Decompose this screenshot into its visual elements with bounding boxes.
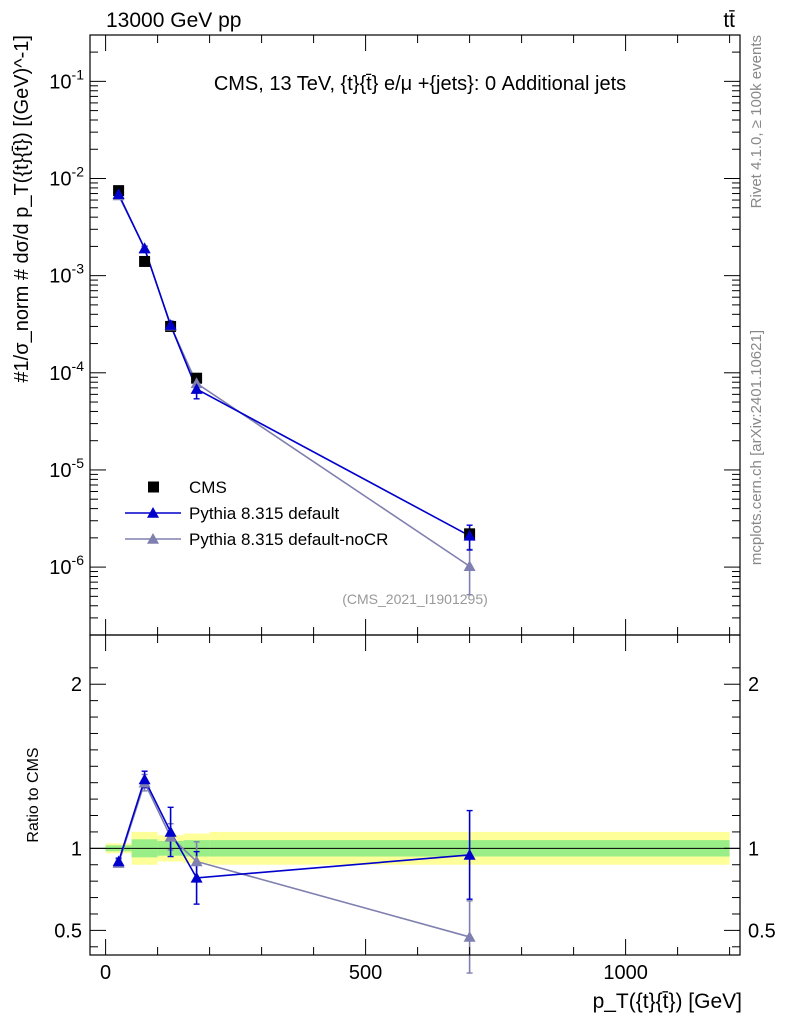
main-series-line: [117, 193, 470, 537]
legend-label: CMS: [189, 478, 227, 497]
main-series-marker: [112, 188, 125, 199]
ratio-series-marker: [463, 848, 476, 860]
main-series-markers: [112, 185, 476, 572]
ratio-series-markers: [112, 773, 476, 942]
beam-label: 13000 GeV pp: [106, 9, 241, 32]
main-y-axis-label: #1/σ_norm # dσ/d p_T({t}{t̄}) [(GeV)^-1]: [11, 35, 33, 383]
ratio-series-marker: [164, 825, 177, 837]
x-tick-label: 500: [349, 962, 382, 984]
ratio-series-lines: [115, 770, 473, 974]
main-y-tick-label: 10-5: [49, 455, 84, 482]
legend: CMS Pythia 8.315 default Pythia 8.315 defa…: [125, 478, 388, 549]
main-y-ticks: 10-6 10-5 10-4 10-3 10-2 10-1: [49, 51, 740, 619]
ratio-y-tick-label: 1: [71, 838, 82, 860]
ratio-y-tick-label-right: 2: [748, 674, 759, 696]
ratio-series-marker: [112, 855, 125, 867]
main-title: CMS, 13 TeV, {t}{t̄} e/μ +{jets}: 0 Addi…: [214, 73, 626, 95]
process-label: tt̄: [723, 9, 735, 32]
ratio-panel: 0.5 0.5 1 1 2 2 0 500 1000 Ratio to CMS p_T({t}…: [25, 634, 776, 1013]
legend-marker-triangle: [147, 507, 159, 518]
main-frame: [89, 34, 741, 636]
ratio-series-marker: [190, 871, 203, 883]
main-series-marker: [190, 383, 203, 394]
ratio-frame: [89, 634, 741, 956]
main-series-marker: [463, 560, 476, 572]
main-series-marker: [190, 377, 203, 389]
x-tick-label: 1000: [603, 962, 648, 984]
main-panel: 10-6 10-5 10-4 10-3 10-2 10-1 CMS, 13 TeV, {t…: [11, 34, 741, 636]
ratio-series-marker: [463, 930, 476, 942]
rivet-label: Rivet 4.1.0, ≥ 100k events: [748, 35, 765, 208]
ratio-series-marker: [190, 855, 203, 867]
ratio-x-ticks: 0 500 1000: [100, 635, 731, 984]
ratio-y-tick-label-right: 1: [748, 838, 759, 860]
main-series-marker: [138, 242, 151, 254]
main-y-tick-label: 10-2: [49, 164, 84, 191]
main-series-marker: [164, 319, 177, 330]
x-axis-label: p_T({t}{t̄}) [GeV]: [593, 990, 742, 1013]
cms-data-point: [139, 255, 151, 267]
ratio-y-tick-label: 2: [71, 674, 82, 696]
main-series-marker: [463, 529, 476, 541]
legend-marker-cms: [148, 481, 159, 493]
site-label: mcplots.cern.ch [arXiv:2401.10621]: [748, 330, 765, 565]
x-tick-label: 0: [100, 962, 111, 984]
legend-label: Pythia 8.315 default-noCR: [189, 530, 388, 549]
ratio-series-marker: [138, 773, 151, 785]
main-y-tick-label: 10-1: [49, 66, 84, 93]
main-x-ticks: [105, 35, 731, 635]
main-y-tick-label: 10-6: [49, 552, 84, 579]
legend-label: Pythia 8.315 default: [189, 504, 340, 523]
main-y-tick-label: 10-4: [49, 358, 84, 385]
ratio-y-ticks: 0.5 0.5 1 1 2 2: [54, 667, 776, 948]
ratio-y-tick-label-right: 0.5: [748, 920, 776, 942]
legend-marker-triangle: [147, 533, 159, 544]
ratio-y-axis-label: Ratio to CMS: [25, 747, 42, 842]
analysis-tag: (CMS_2021_I1901295): [342, 591, 488, 607]
ratio-y-tick-label: 0.5: [54, 920, 82, 942]
main-y-tick-label: 10-3: [49, 261, 84, 288]
